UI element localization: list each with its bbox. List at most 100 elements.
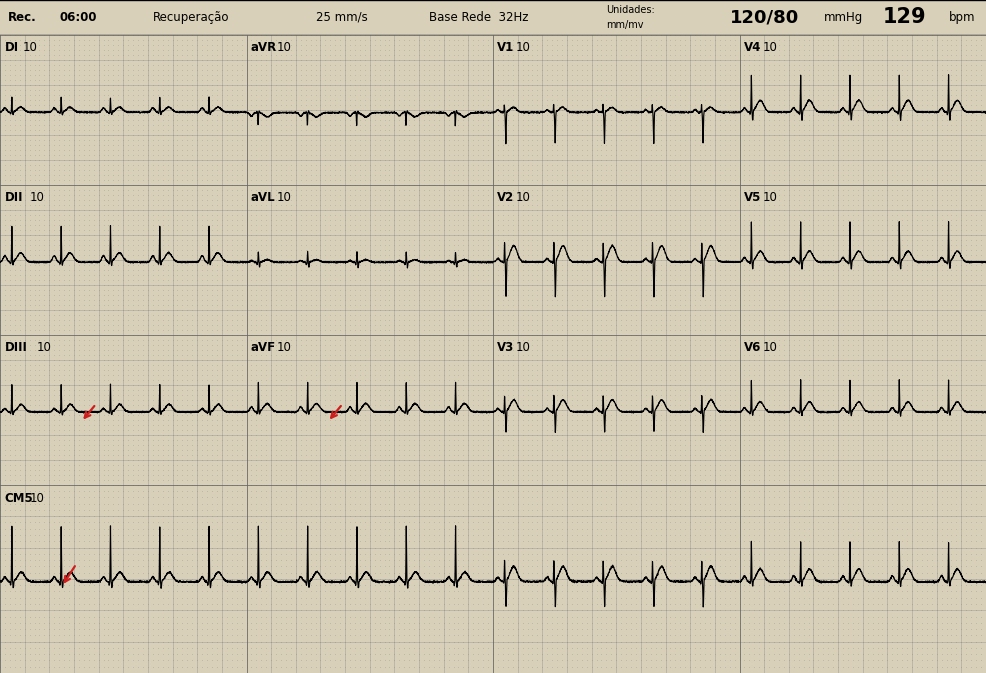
Point	[766, 79, 782, 90]
Point	[746, 579, 762, 590]
Point	[160, 349, 176, 360]
Point	[909, 184, 925, 195]
Point	[613, 324, 629, 335]
Point	[313, 320, 328, 330]
Point	[431, 400, 447, 411]
Point	[313, 542, 328, 553]
Point	[875, 170, 890, 180]
Point	[17, 617, 33, 628]
Point	[115, 505, 131, 516]
Point	[830, 498, 846, 509]
Point	[958, 149, 974, 160]
Point	[919, 592, 935, 603]
Point	[741, 79, 757, 90]
Point	[658, 492, 673, 503]
Point	[357, 435, 373, 446]
Point	[406, 505, 422, 516]
Point	[278, 474, 294, 485]
Point	[722, 561, 738, 572]
Point	[160, 643, 176, 653]
Point	[76, 215, 92, 225]
Point	[643, 30, 659, 40]
Point	[919, 542, 935, 553]
Point	[850, 165, 866, 176]
Point	[239, 130, 254, 141]
Point	[189, 444, 205, 455]
Point	[559, 345, 575, 355]
Point	[806, 130, 821, 141]
Point	[175, 125, 190, 135]
Point	[500, 454, 516, 465]
Point	[963, 69, 979, 80]
Point	[441, 170, 457, 180]
Point	[603, 65, 619, 75]
Point	[431, 630, 447, 641]
Point	[658, 165, 673, 176]
Point	[929, 170, 945, 180]
Point	[248, 419, 264, 430]
Point	[51, 624, 67, 635]
Point	[589, 617, 604, 628]
Point	[239, 505, 254, 516]
Point	[515, 155, 530, 166]
Point	[914, 314, 930, 325]
Point	[781, 120, 797, 131]
Point	[737, 439, 752, 450]
Point	[372, 469, 387, 480]
Point	[46, 668, 62, 673]
Point	[204, 299, 220, 310]
Point	[692, 160, 708, 170]
Point	[367, 454, 383, 465]
Point	[416, 279, 432, 290]
Point	[268, 592, 284, 603]
Point	[22, 100, 37, 110]
Point	[682, 339, 698, 350]
Point	[865, 324, 880, 335]
Point	[722, 579, 738, 590]
Point	[86, 244, 102, 255]
Point	[106, 160, 121, 170]
Point	[761, 492, 777, 503]
Point	[155, 349, 171, 360]
Point	[830, 250, 846, 260]
Point	[303, 573, 318, 584]
Point	[648, 295, 664, 306]
Point	[396, 349, 412, 360]
Point	[781, 295, 797, 306]
Point	[510, 617, 526, 628]
Point	[574, 349, 590, 360]
Point	[51, 334, 67, 345]
Point	[574, 630, 590, 641]
Point	[184, 264, 200, 275]
Point	[515, 400, 530, 411]
Point	[446, 254, 461, 265]
Point	[17, 464, 33, 475]
Point	[594, 275, 609, 285]
Point	[741, 655, 757, 666]
Point	[810, 479, 826, 490]
Point	[288, 334, 304, 345]
Point	[924, 505, 940, 516]
Point	[737, 130, 752, 141]
Point	[929, 419, 945, 430]
Point	[756, 542, 772, 553]
Point	[377, 355, 392, 365]
Point	[184, 460, 200, 470]
Point	[870, 44, 885, 55]
Point	[480, 429, 496, 440]
Point	[766, 260, 782, 271]
Point	[120, 662, 136, 672]
Point	[771, 390, 787, 400]
Point	[406, 330, 422, 341]
Point	[406, 44, 422, 55]
Point	[539, 339, 555, 350]
Point	[584, 209, 599, 220]
Point	[613, 517, 629, 528]
Point	[298, 110, 314, 120]
Point	[638, 139, 654, 150]
Point	[574, 454, 590, 465]
Point	[480, 170, 496, 180]
Point	[771, 649, 787, 660]
Point	[815, 110, 831, 120]
Point	[140, 225, 156, 236]
